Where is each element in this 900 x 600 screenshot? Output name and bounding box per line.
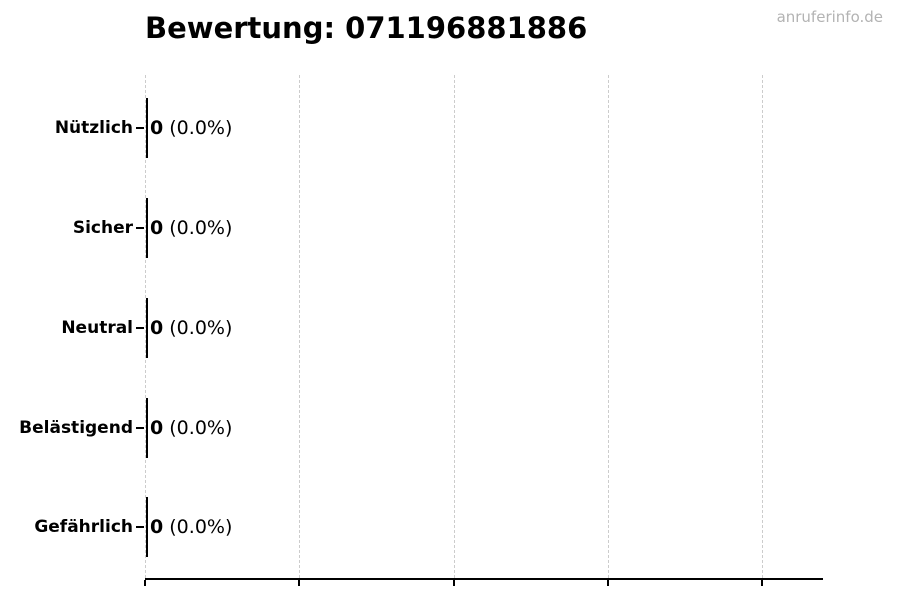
value-percent: (0.0%)	[163, 416, 233, 439]
bar	[145, 298, 148, 358]
value-count: 0	[150, 217, 164, 239]
chart-title: Bewertung: 071196881886	[145, 11, 588, 45]
watermark-text: anruferinfo.de	[776, 8, 883, 26]
value-label: 0 (0.0%)	[150, 315, 232, 341]
y-axis-tick	[136, 227, 144, 229]
x-axis-tick	[761, 580, 764, 586]
value-percent: (0.0%)	[163, 516, 233, 538]
value-label: 0 (0.0%)	[150, 115, 232, 141]
category-label: Belästigend	[19, 417, 133, 438]
value-label: 0 (0.0%)	[150, 215, 232, 241]
category-label: Gefährlich	[34, 517, 133, 537]
category-label: Sicher	[72, 218, 133, 238]
value-count: 0	[150, 416, 164, 439]
category-label: Nützlich	[54, 118, 133, 138]
gridline	[299, 75, 301, 578]
x-axis-tick	[607, 580, 609, 586]
gridline	[762, 75, 764, 578]
plot-area: Nützlich 0 (0.0%) Sicher 0 (0.0%) Neutral 0 (…	[19, 75, 823, 586]
value-count: 0	[150, 516, 164, 538]
bar	[145, 397, 148, 458]
bar	[145, 98, 148, 158]
bar	[145, 198, 148, 258]
x-axis-tick	[452, 580, 455, 586]
y-axis-tick	[136, 327, 144, 329]
value-percent: (0.0%)	[163, 217, 233, 239]
gridline	[608, 75, 609, 578]
value-count: 0	[150, 317, 164, 339]
gridline	[453, 75, 455, 578]
bar	[145, 497, 148, 557]
value-label: 0 (0.0%)	[150, 514, 232, 540]
value-count: 0	[150, 117, 164, 139]
y-axis-tick	[136, 426, 144, 429]
x-axis-tick	[144, 580, 146, 586]
category-label: Neutral	[61, 318, 133, 338]
value-percent: (0.0%)	[163, 117, 233, 139]
value-percent: (0.0%)	[163, 317, 233, 339]
y-axis-tick	[136, 526, 144, 528]
y-axis-tick	[136, 127, 144, 129]
value-label: 0 (0.0%)	[150, 415, 232, 441]
x-axis-tick	[298, 580, 301, 586]
